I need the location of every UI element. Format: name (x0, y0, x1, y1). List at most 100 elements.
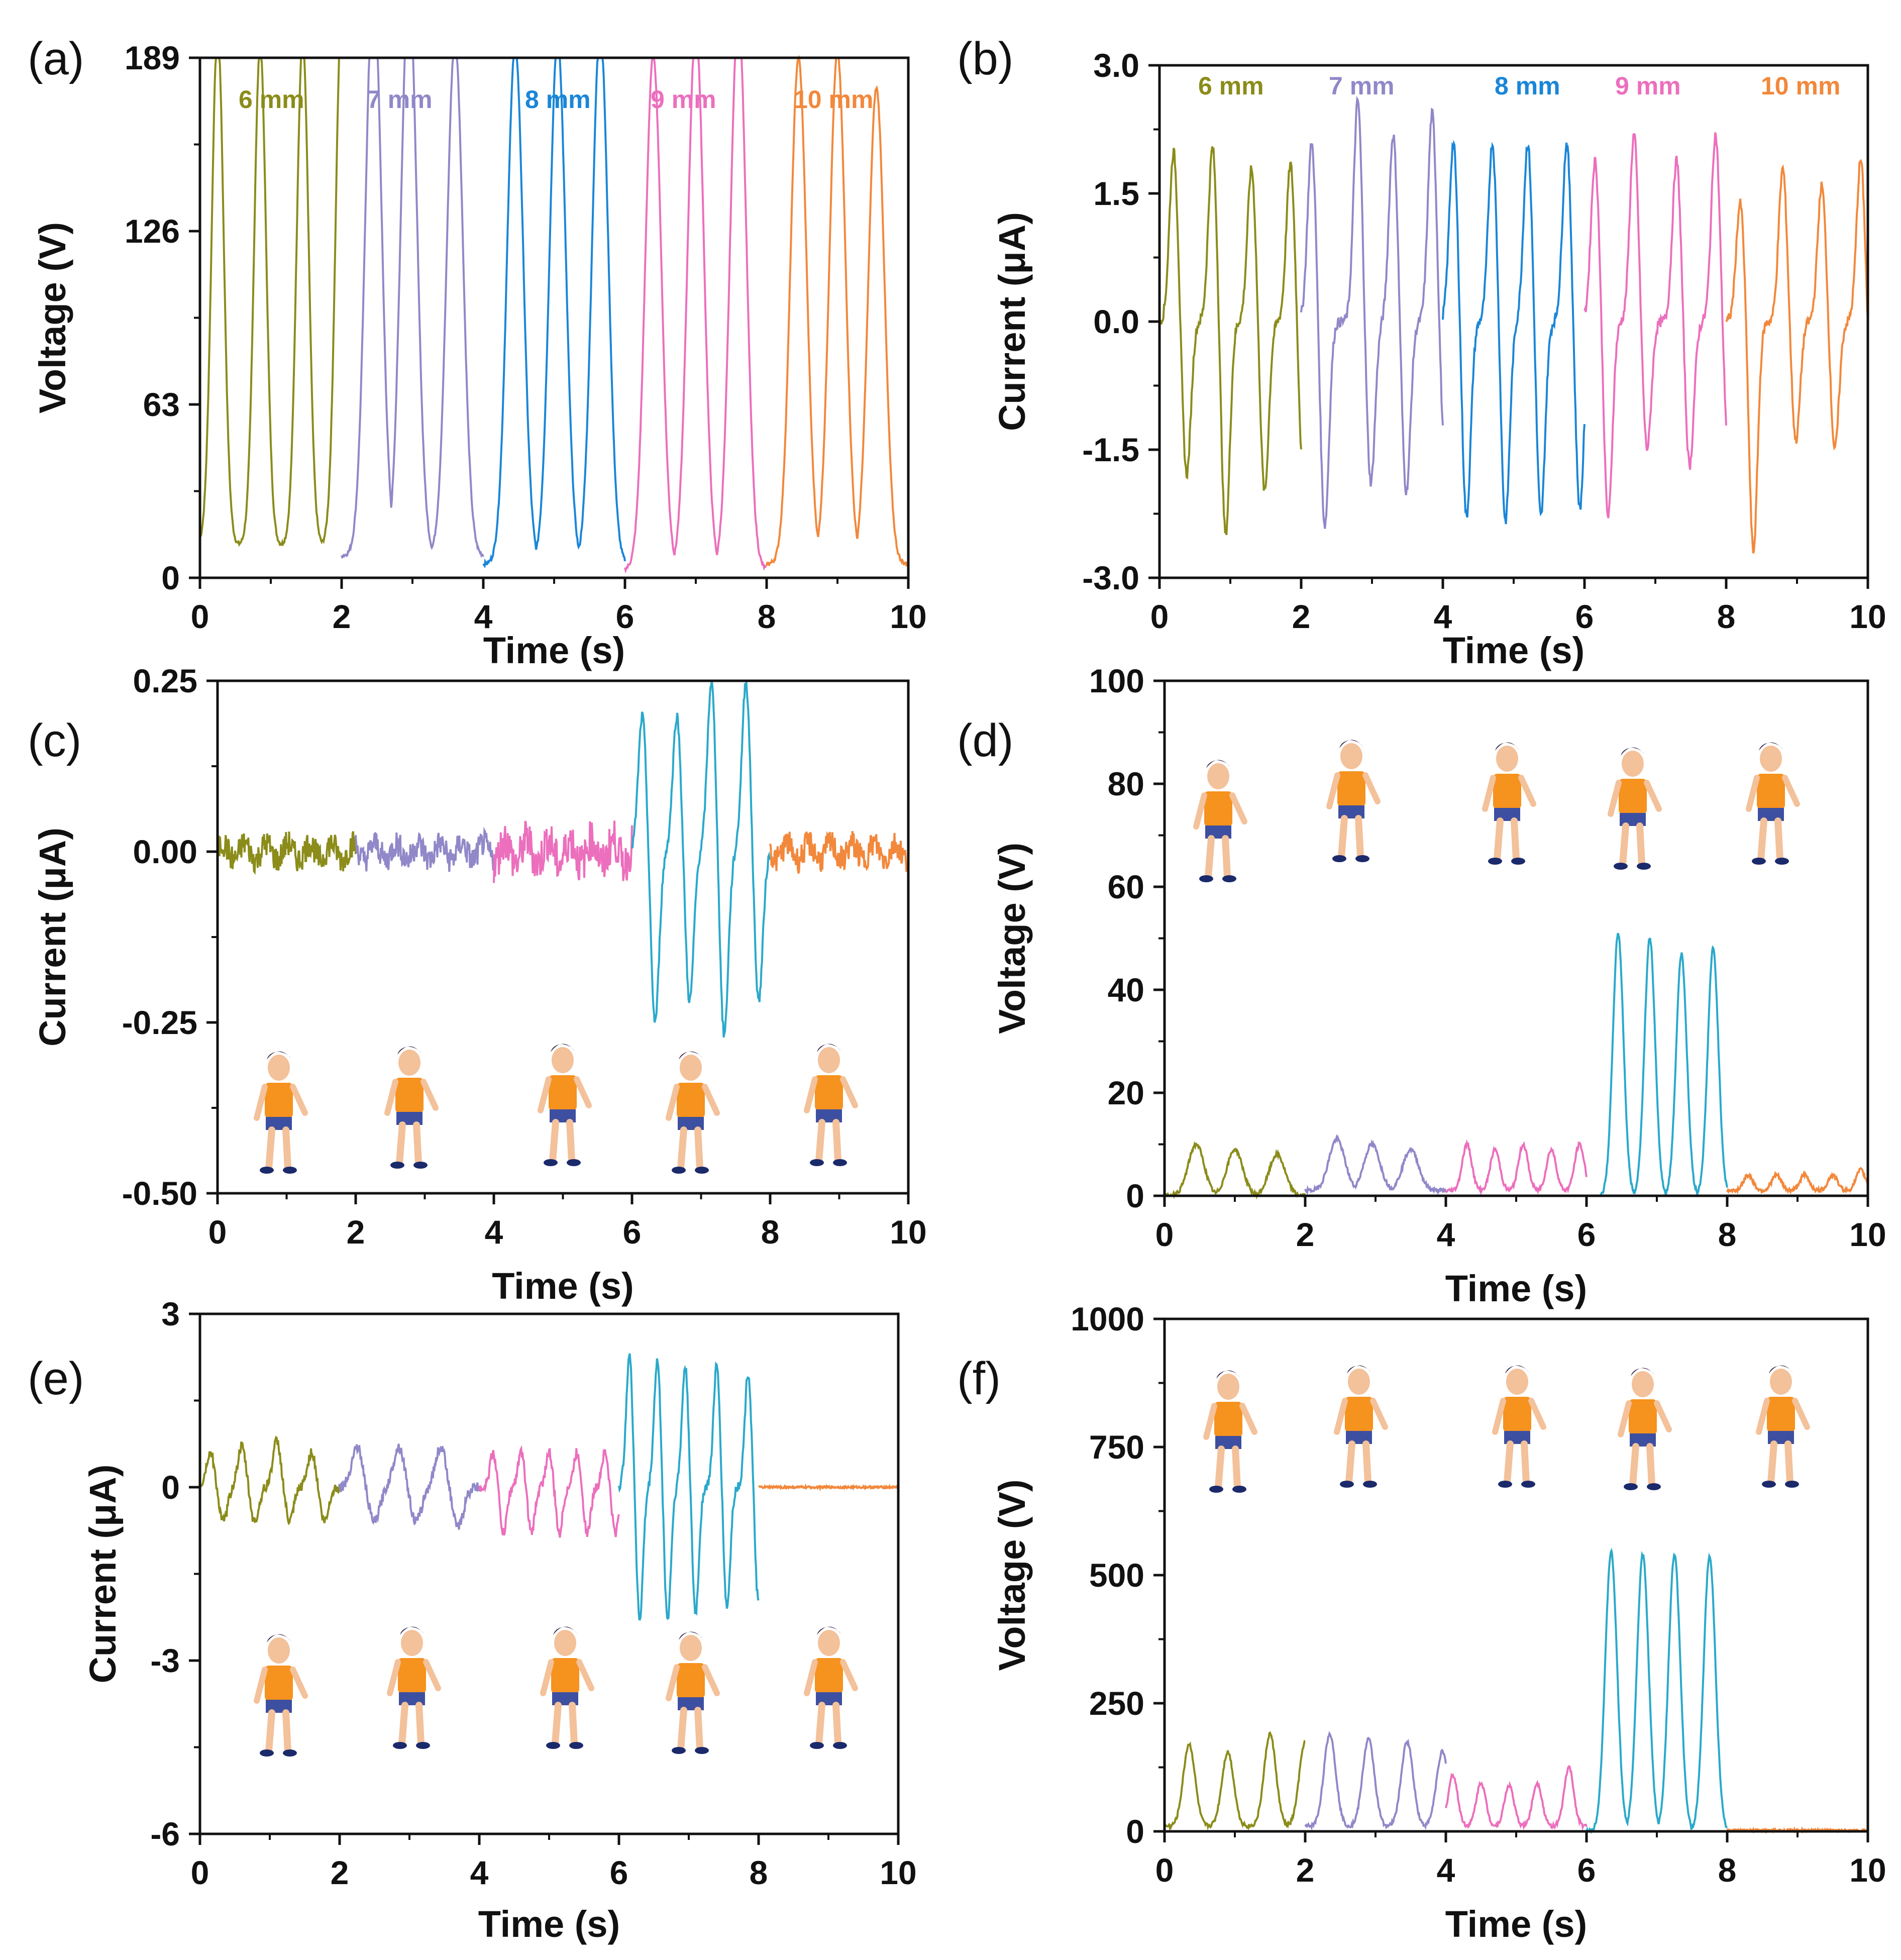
x-tick-label: 6 (623, 1213, 642, 1251)
legend-b-9mm: 9 mm (1615, 72, 1681, 100)
figure-jumping-icon (1621, 1368, 1669, 1490)
plot-frame (1163, 1317, 1869, 1833)
x-axis-title: Time (s) (1445, 1268, 1587, 1309)
x-tick-label: 2 (347, 1213, 365, 1251)
series-line-standing (217, 831, 357, 875)
panel-label-b: (b) (957, 33, 1013, 84)
figure-marching-icon (390, 1626, 438, 1749)
series-line-walking (1445, 1139, 1588, 1196)
figures-d (1196, 740, 1797, 882)
x-tick-label: 8 (750, 1854, 768, 1891)
legend-a-9mm: 9 mm (651, 85, 716, 114)
y-tick-label: 0.00 (133, 833, 197, 870)
x-axis-title: Time (s) (492, 1265, 633, 1307)
figure-swinging-icon (807, 1044, 855, 1166)
series-line-swinging (769, 831, 909, 874)
series-line-8-mm (1442, 140, 1586, 525)
figure-jumping-icon (669, 1051, 717, 1174)
y-axis-title: Current (μA) (82, 1465, 124, 1684)
plot-frame (1158, 64, 1869, 579)
figures-f (1206, 1365, 1807, 1493)
y-tick-label: -6 (150, 1815, 180, 1852)
y-tick-label: 0 (161, 1469, 180, 1506)
x-tick-label: 4 (485, 1213, 503, 1251)
x-tick-label: 6 (616, 598, 635, 635)
series-line-walking (478, 1445, 620, 1538)
series-line-swinging (1726, 1826, 1868, 1834)
x-axis-title: Time (s) (483, 630, 625, 671)
x-tick-label: 10 (880, 1854, 916, 1891)
y-tick-label: 60 (1108, 868, 1144, 905)
y-tick-label: 126 (125, 213, 180, 250)
x-tick-label: 6 (1577, 1216, 1596, 1253)
x-tick-label: 10 (890, 1213, 926, 1251)
chart-5: 0 2 4 6 8 10 0 250 500 750 1000 Time (s) Voltage (V) (991, 1300, 1886, 1945)
x-tick-label: 4 (1437, 1851, 1455, 1889)
series-line-marching (355, 827, 495, 872)
figure-running-icon (1495, 1365, 1543, 1488)
series-line-marching (1304, 1731, 1447, 1831)
y-axis-title: Current (μA) (991, 212, 1033, 431)
y-tick-label: 3.0 (1093, 47, 1139, 84)
series-line-swinging (1726, 1167, 1869, 1195)
series-line-9-mm (1583, 132, 1727, 519)
series-line-walking (1445, 1765, 1588, 1831)
legend-b-10mm: 10 mm (1761, 72, 1840, 100)
series-line-8-mm (482, 57, 626, 569)
series-line-10-mm (766, 54, 909, 567)
legend-a-7mm: 7 mm (367, 85, 433, 114)
y-tick-label: 20 (1108, 1074, 1144, 1111)
x-tick-label: 2 (1296, 1851, 1315, 1889)
x-axis-title: Time (s) (1445, 1903, 1587, 1945)
y-tick-label: 0 (1126, 1813, 1144, 1850)
y-tick-label: 1000 (1071, 1300, 1144, 1337)
x-tick-label: 4 (1437, 1216, 1455, 1253)
y-tick-label: 40 (1108, 971, 1144, 1008)
y-tick-label: 0 (161, 559, 180, 596)
x-tick-label: 0 (1150, 598, 1169, 635)
y-tick-label: -3.0 (1082, 559, 1139, 596)
y-tick-label: 750 (1089, 1428, 1144, 1466)
x-tick-label: 2 (1296, 1216, 1315, 1253)
panel-label-d: (d) (957, 715, 1013, 766)
x-tick-label: 10 (890, 598, 926, 635)
x-tick-label: 0 (191, 598, 209, 635)
x-tick-label: 2 (331, 1854, 349, 1891)
chart-1: 0 2 4 6 8 10 -3.0 -1.5 0.0 1.5 3.0 Time (s) Current … (991, 47, 1886, 671)
series-line-standing (1164, 1731, 1306, 1831)
figure-standing-icon (1206, 1370, 1254, 1493)
figures-c (257, 1044, 855, 1174)
plot-frame (198, 1312, 900, 1835)
x-tick-label: 6 (610, 1854, 628, 1891)
x-axis-title: Time (s) (478, 1903, 620, 1945)
series-line-9-mm (624, 57, 767, 574)
x-tick-label: 6 (1575, 598, 1594, 635)
x-tick-label: 2 (333, 598, 351, 635)
y-axis-title: Voltage (V) (32, 222, 73, 414)
y-tick-label: -1.5 (1082, 431, 1139, 468)
figure-standing-icon (257, 1634, 305, 1757)
x-tick-label: 10 (1849, 1851, 1886, 1889)
x-tick-label: 6 (1577, 1851, 1596, 1889)
x-tick-label: 8 (758, 598, 776, 635)
series-line-7-mm (1300, 95, 1444, 529)
series-line-jumping (1586, 1548, 1728, 1834)
x-tick-label: 0 (1155, 1216, 1174, 1253)
x-tick-label: 0 (208, 1213, 227, 1251)
figure-swinging-icon (807, 1626, 855, 1749)
figure-jumping-icon (1611, 747, 1659, 870)
legend-a-6mm: 6 mm (239, 85, 304, 114)
series-line-jumping (618, 1353, 760, 1621)
x-tick-label: 8 (1717, 598, 1736, 635)
x-tick-label: 0 (191, 1854, 209, 1891)
y-tick-label: 80 (1108, 765, 1144, 802)
chart-4: 0 2 4 6 8 10 -6 -3 0 3 Time (s) Current (μA) (82, 1295, 917, 1945)
figure-jumping-icon (669, 1631, 717, 1754)
y-tick-label: -3 (150, 1642, 180, 1679)
figures-e (257, 1626, 855, 1757)
y-tick-label: 3 (161, 1295, 180, 1332)
x-tick-label: 8 (761, 1213, 780, 1251)
